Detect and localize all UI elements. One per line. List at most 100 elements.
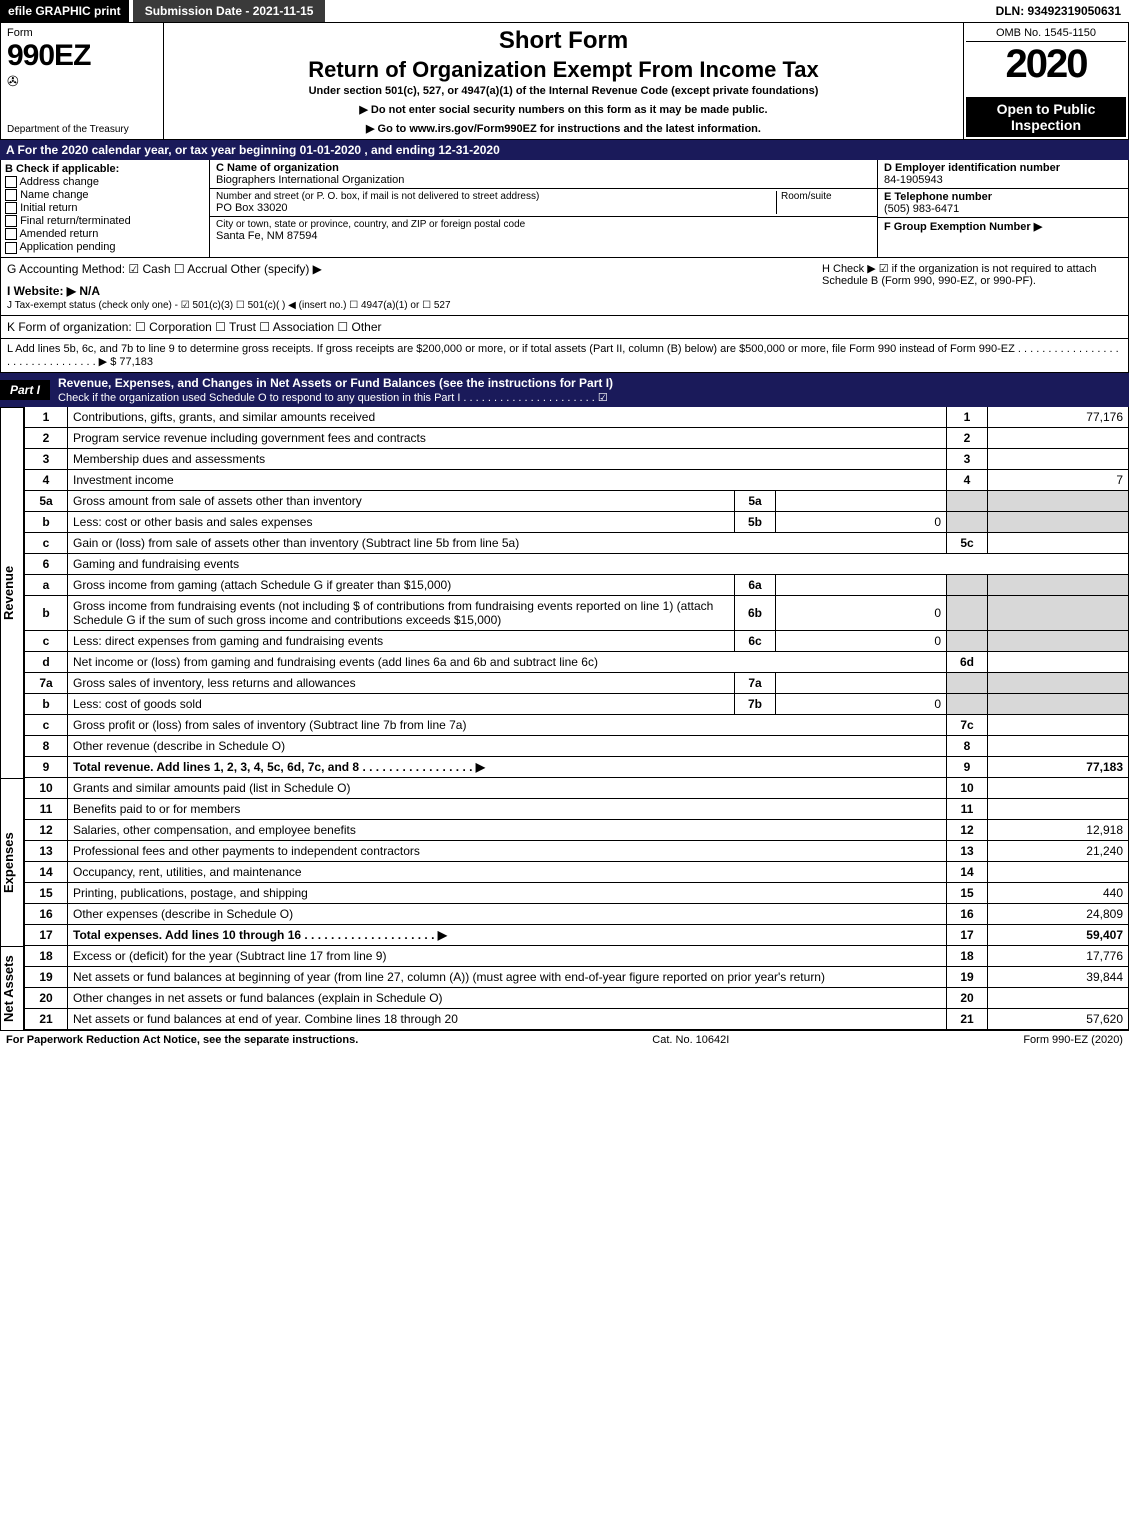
opt-final-return[interactable]: Final return/terminated bbox=[5, 215, 205, 227]
line-description: Occupancy, rent, utilities, and maintena… bbox=[68, 861, 947, 882]
table-row: 20Other changes in net assets or fund ba… bbox=[25, 987, 1129, 1008]
line-description: Excess or (deficit) for the year (Subtra… bbox=[68, 946, 947, 967]
line-number: 19 bbox=[25, 966, 68, 987]
line-number: 13 bbox=[25, 840, 68, 861]
table-row: 5aGross amount from sale of assets other… bbox=[25, 490, 1129, 511]
org-name: Biographers International Organization bbox=[216, 174, 871, 186]
line-number: 7a bbox=[25, 672, 68, 693]
seal-icon: ✇ bbox=[7, 73, 157, 90]
line-number: 17 bbox=[25, 924, 68, 945]
expenses-section: Expenses 10Grants and similar amounts pa… bbox=[0, 778, 1129, 946]
table-row: dNet income or (loss) from gaming and fu… bbox=[25, 651, 1129, 672]
opt-application-pending[interactable]: Application pending bbox=[5, 241, 205, 253]
line-amount: 24,809 bbox=[988, 903, 1129, 924]
line-num-col: 4 bbox=[947, 469, 988, 490]
line-number: 21 bbox=[25, 1008, 68, 1029]
grey-cell bbox=[988, 693, 1129, 714]
sub-line-value bbox=[776, 574, 947, 595]
opt-initial-return[interactable]: Initial return bbox=[5, 202, 205, 214]
grey-cell bbox=[988, 574, 1129, 595]
table-row: cLess: direct expenses from gaming and f… bbox=[25, 630, 1129, 651]
line-number: d bbox=[25, 651, 68, 672]
line-h: H Check ▶ ☑ if the organization is not r… bbox=[822, 262, 1122, 311]
efile-print-label[interactable]: efile GRAPHIC print bbox=[0, 0, 129, 22]
line-description: Membership dues and assessments bbox=[68, 448, 947, 469]
table-row: aGross income from gaming (attach Schedu… bbox=[25, 574, 1129, 595]
line-description: Salaries, other compensation, and employ… bbox=[68, 819, 947, 840]
addr-label: Number and street (or P. O. box, if mail… bbox=[216, 191, 776, 202]
line-description: Program service revenue including govern… bbox=[68, 427, 947, 448]
sub-line-value: 0 bbox=[776, 595, 947, 630]
grey-cell bbox=[988, 511, 1129, 532]
goto-link[interactable]: ▶ Go to www.irs.gov/Form990EZ for instru… bbox=[170, 122, 957, 135]
line-num-col: 15 bbox=[947, 882, 988, 903]
grey-cell bbox=[947, 595, 988, 630]
line-description: Gross income from gaming (attach Schedul… bbox=[68, 574, 735, 595]
table-row: 15Printing, publications, postage, and s… bbox=[25, 882, 1129, 903]
line-i: I Website: ▶ N/A bbox=[7, 284, 822, 298]
sub-line-value bbox=[776, 672, 947, 693]
form-header: Form 990EZ ✇ Department of the Treasury … bbox=[0, 23, 1129, 140]
line-amount bbox=[988, 735, 1129, 756]
line-g: G Accounting Method: ☑ Cash ☐ Accrual Ot… bbox=[7, 262, 822, 276]
line-num-col: 12 bbox=[947, 819, 988, 840]
table-row: 16Other expenses (describe in Schedule O… bbox=[25, 903, 1129, 924]
line-number: 16 bbox=[25, 903, 68, 924]
sub-line-value bbox=[776, 490, 947, 511]
line-amount bbox=[988, 714, 1129, 735]
box-c: C Name of organization Biographers Inter… bbox=[210, 160, 877, 257]
table-row: 9Total revenue. Add lines 1, 2, 3, 4, 5c… bbox=[25, 756, 1129, 777]
line-amount bbox=[988, 778, 1129, 799]
part1-label: Part I bbox=[0, 380, 50, 400]
omb-number: OMB No. 1545-1150 bbox=[966, 25, 1126, 42]
line-amount: 57,620 bbox=[988, 1008, 1129, 1029]
grey-cell bbox=[947, 630, 988, 651]
city-label: City or town, state or province, country… bbox=[216, 219, 871, 230]
netassets-section: Net Assets 18Excess or (deficit) for the… bbox=[0, 946, 1129, 1030]
line-amount bbox=[988, 448, 1129, 469]
line-description: Less: cost or other basis and sales expe… bbox=[68, 511, 735, 532]
line-number: b bbox=[25, 595, 68, 630]
line-number: 4 bbox=[25, 469, 68, 490]
ein-value: 84-1905943 bbox=[884, 174, 1122, 186]
e-label: E Telephone number bbox=[884, 191, 1122, 203]
line-num-col: 8 bbox=[947, 735, 988, 756]
line-number: a bbox=[25, 574, 68, 595]
opt-amended-return[interactable]: Amended return bbox=[5, 228, 205, 240]
line-num-col: 3 bbox=[947, 448, 988, 469]
line-number: c bbox=[25, 630, 68, 651]
line-amount: 17,776 bbox=[988, 946, 1129, 967]
line-number: 12 bbox=[25, 819, 68, 840]
top-bar: efile GRAPHIC print Submission Date - 20… bbox=[0, 0, 1129, 23]
line-number: 15 bbox=[25, 882, 68, 903]
part1-header: Part I Revenue, Expenses, and Changes in… bbox=[0, 373, 1129, 407]
table-row: 4Investment income47 bbox=[25, 469, 1129, 490]
line-description: Net assets or fund balances at beginning… bbox=[68, 966, 947, 987]
part1-title: Revenue, Expenses, and Changes in Net As… bbox=[50, 373, 1129, 407]
line-description: Net assets or fund balances at end of ye… bbox=[68, 1008, 947, 1029]
line-number: 2 bbox=[25, 427, 68, 448]
line-description: Total expenses. Add lines 10 through 16 … bbox=[68, 924, 947, 945]
line-a-taxyear: A For the 2020 calendar year, or tax yea… bbox=[0, 140, 1129, 160]
tax-year: 2020 bbox=[966, 42, 1126, 87]
f-label: F Group Exemption Number ▶ bbox=[884, 220, 1122, 233]
revenue-vlabel: Revenue bbox=[0, 407, 24, 778]
line-description: Other revenue (describe in Schedule O) bbox=[68, 735, 947, 756]
line-number: c bbox=[25, 714, 68, 735]
line-description: Other expenses (describe in Schedule O) bbox=[68, 903, 947, 924]
table-row: 17Total expenses. Add lines 10 through 1… bbox=[25, 924, 1129, 945]
line-number: 20 bbox=[25, 987, 68, 1008]
opt-name-change[interactable]: Name change bbox=[5, 189, 205, 201]
opt-address-change[interactable]: Address change bbox=[5, 176, 205, 188]
table-row: 11Benefits paid to or for members11 bbox=[25, 798, 1129, 819]
line-description: Contributions, gifts, grants, and simila… bbox=[68, 407, 947, 428]
sub-line-label: 6a bbox=[735, 574, 776, 595]
table-row: bLess: cost or other basis and sales exp… bbox=[25, 511, 1129, 532]
return-title: Return of Organization Exempt From Incom… bbox=[170, 57, 957, 83]
table-row: 2Program service revenue including gover… bbox=[25, 427, 1129, 448]
netassets-vlabel: Net Assets bbox=[0, 946, 24, 1030]
box-b: B Check if applicable: Address change Na… bbox=[1, 160, 210, 257]
grey-cell bbox=[988, 672, 1129, 693]
line-number: 10 bbox=[25, 778, 68, 799]
line-amount: 77,183 bbox=[988, 756, 1129, 777]
